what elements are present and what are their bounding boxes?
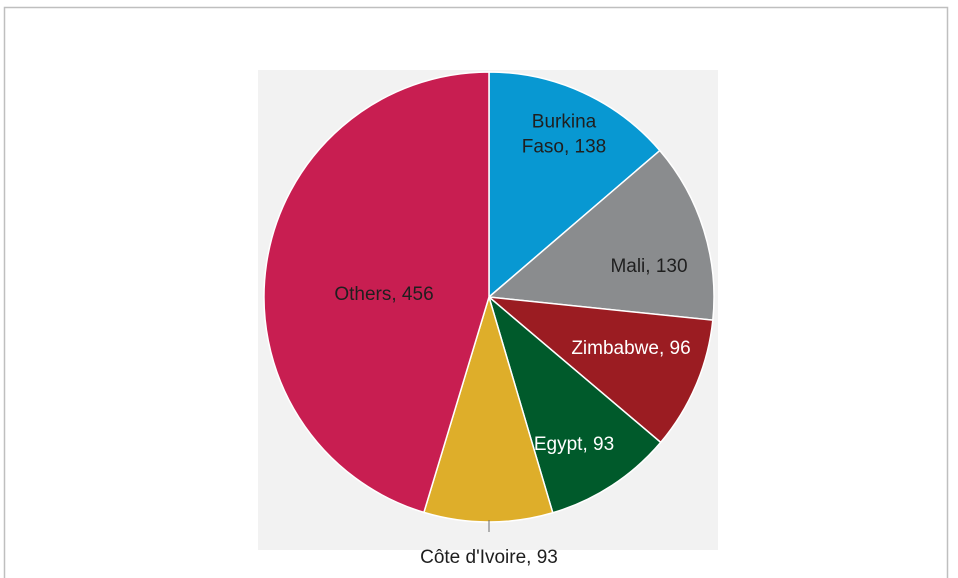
pie-slice-others (263, 71, 490, 514)
data-label-zimbabwe: Zimbabwe, 96 (571, 338, 690, 359)
pie-slice-zimbabwe (486, 296, 714, 444)
chart-border (3, 6, 949, 578)
data-label-line: Burkina (532, 112, 597, 133)
data-label-line: Zimbabwe, 96 (571, 338, 690, 359)
pie-slice-egypt (487, 294, 662, 514)
data-label-egypt: Egypt, 93 (534, 434, 614, 455)
data-label-others: Others, 456 (334, 284, 433, 305)
data-label-mali: Mali, 130 (610, 256, 687, 277)
data-label-line: Mali, 130 (610, 256, 687, 277)
data-label-line: Others, 456 (334, 284, 433, 305)
data-label-line: Faso, 138 (522, 137, 607, 158)
pie-slice-cote-d-ivoire (422, 294, 554, 523)
pie-slices (263, 71, 715, 523)
data-label-line: Egypt, 93 (534, 434, 614, 455)
data-label-line: Côte d'Ivoire, 93 (420, 547, 558, 568)
pie-slice-mali (487, 149, 715, 321)
data-label-burkina-faso: Burkina Faso, 138 (522, 112, 607, 158)
data-label-cote-d-ivoire: Côte d'Ivoire, 93 (420, 547, 558, 568)
pie-slice-burkina-faso (488, 71, 661, 299)
pie-labels: Burkina Faso, 138 Mali, 130 Zimbabwe, 96 Egy… (334, 112, 690, 569)
